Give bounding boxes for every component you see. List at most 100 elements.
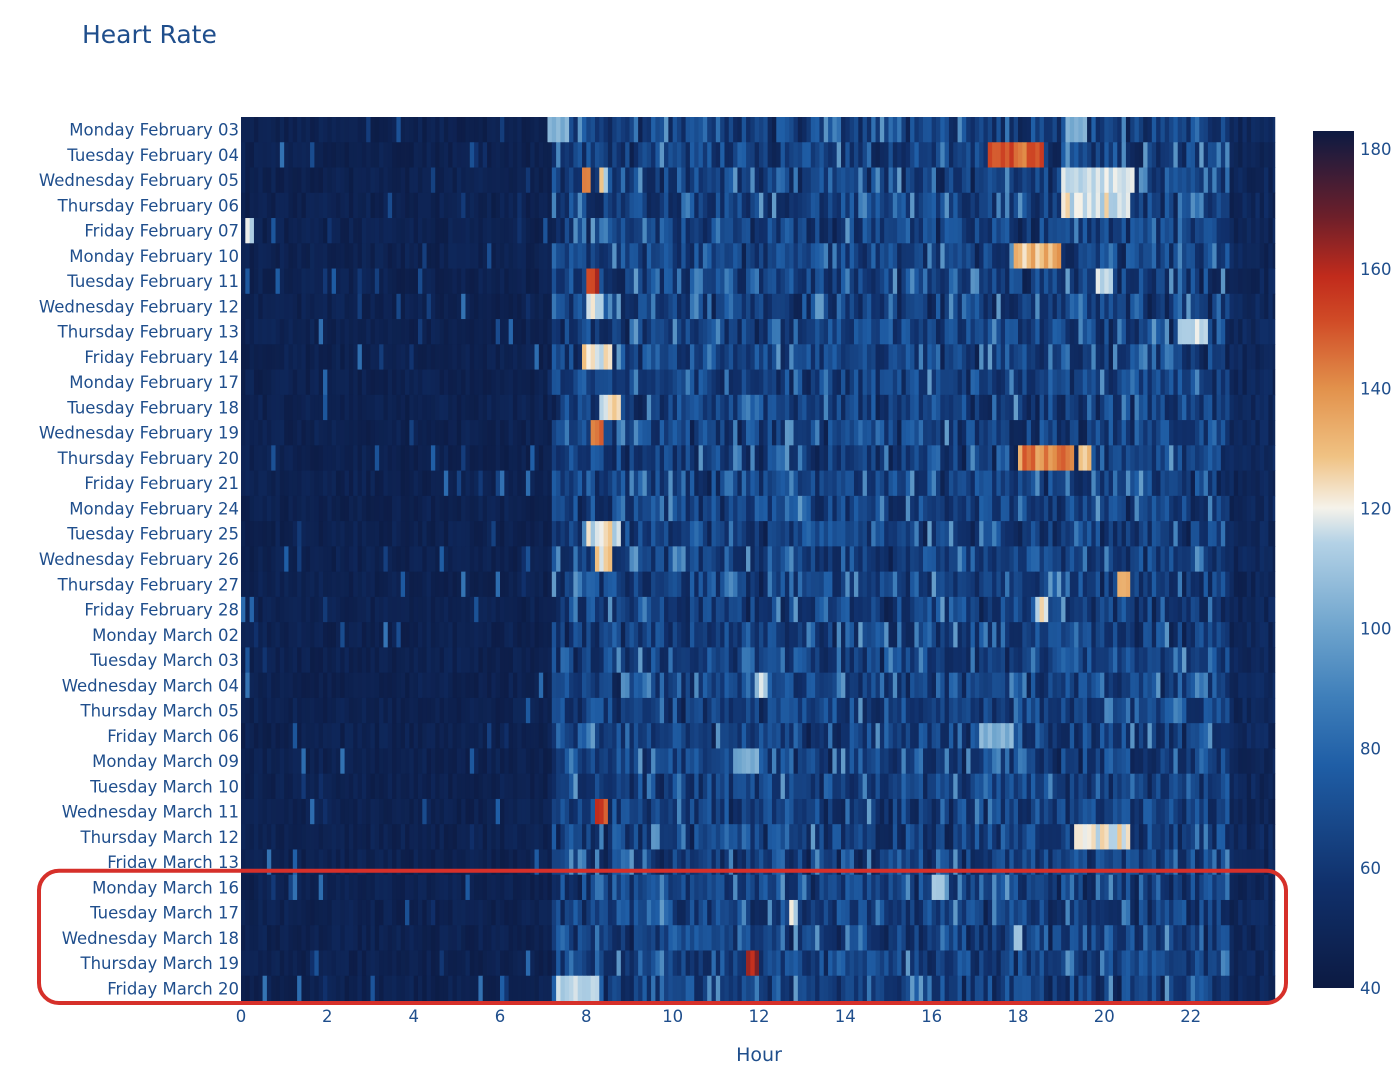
- heatmap-cell: [400, 293, 406, 320]
- heatmap-cell: [633, 243, 639, 269]
- heatmap-cell: [534, 268, 540, 295]
- heatmap-cell: [750, 218, 756, 244]
- heatmap-cell: [461, 546, 466, 573]
- heatmap-cell: [759, 470, 764, 497]
- heatmap-cell: [1043, 369, 1049, 396]
- heatmap-cell: [927, 192, 933, 219]
- heatmap-cell: [1199, 142, 1205, 168]
- heatmap-cell: [1169, 394, 1174, 421]
- heatmap-cell: [1100, 420, 1105, 446]
- heatmap-cell: [707, 495, 712, 522]
- heatmap-cell: [357, 420, 363, 446]
- heatmap-cell: [616, 243, 622, 269]
- heatmap-cell: [1203, 495, 1209, 522]
- heatmap-cell: [655, 470, 661, 497]
- heatmap-cell: [806, 571, 812, 598]
- heatmap-cell: [974, 344, 980, 370]
- heatmap-cell: [633, 344, 639, 370]
- heatmap-cell: [577, 268, 583, 295]
- heatmap-cell: [1177, 420, 1183, 446]
- heatmap-cell: [664, 445, 669, 471]
- heatmap-cell: [1268, 293, 1274, 320]
- heatmap-cell: [767, 470, 773, 497]
- heatmap-cell: [961, 218, 967, 244]
- heatmap-cell: [871, 596, 876, 623]
- heatmap-cell: [1246, 243, 1252, 269]
- heatmap-cell: [288, 546, 294, 573]
- heatmap-cell: [318, 218, 324, 244]
- heatmap-cell: [582, 344, 587, 370]
- heatmap-cell: [763, 445, 769, 471]
- heatmap-cell: [452, 117, 458, 143]
- heatmap-cell: [439, 596, 445, 623]
- heatmap-cell: [1065, 268, 1071, 295]
- heatmap-cell: [1043, 243, 1049, 269]
- heatmap-cell: [1259, 293, 1265, 320]
- heatmap-cell: [910, 319, 915, 345]
- heatmap-cell: [301, 117, 307, 143]
- heatmap-cell: [1272, 420, 1276, 446]
- heatmap-cell: [344, 293, 350, 320]
- heatmap-cell: [439, 369, 445, 396]
- heatmap-cell: [849, 470, 855, 497]
- heatmap-cell: [245, 167, 251, 194]
- heatmap-cell: [301, 546, 307, 573]
- heatmap-cell: [495, 142, 501, 168]
- heatmap-cell: [508, 192, 514, 219]
- heatmap-cell: [884, 218, 889, 244]
- heatmap-cell: [1069, 218, 1075, 244]
- heatmap-cell: [357, 596, 363, 623]
- heatmap-cell: [866, 596, 872, 623]
- heatmap-cell: [612, 521, 617, 547]
- heatmap-cell: [1268, 495, 1274, 522]
- heatmap-cell: [966, 167, 971, 194]
- heatmap-cell: [802, 293, 807, 320]
- heatmap-cell: [1177, 192, 1183, 219]
- heatmap-cell: [525, 470, 531, 497]
- heatmap-cell: [728, 495, 734, 522]
- heatmap-cell: [1026, 445, 1032, 471]
- heatmap-cell: [474, 218, 479, 244]
- heatmap-cell: [866, 521, 872, 547]
- heatmap-cell: [931, 167, 937, 194]
- heatmap-cell: [1169, 243, 1174, 269]
- heatmap-cell: [1039, 142, 1045, 168]
- heatmap-cell: [676, 369, 682, 396]
- heatmap-cell: [771, 546, 777, 573]
- heatmap-cell: [685, 344, 691, 370]
- heatmap-cell: [638, 521, 643, 547]
- heatmap-cell: [763, 167, 769, 194]
- heatmap-cell: [1095, 167, 1101, 194]
- heatmap-cell: [392, 167, 397, 194]
- heatmap-cell: [241, 142, 246, 168]
- heatmap-cell: [759, 596, 764, 623]
- heatmap-cell: [379, 394, 384, 421]
- heatmap-cell: [456, 142, 462, 168]
- heatmap-cell: [784, 495, 790, 522]
- heatmap-cell: [607, 622, 613, 648]
- heatmap-cell: [387, 218, 393, 244]
- heatmap-cell: [1134, 218, 1140, 244]
- heatmap-cell: [681, 445, 687, 471]
- heatmap-cell: [1091, 470, 1097, 497]
- heatmap-cell: [689, 571, 695, 598]
- heatmap-cell: [344, 117, 350, 143]
- heatmap-cell: [879, 445, 885, 471]
- heatmap-cell: [633, 117, 639, 143]
- heatmap-cell: [1130, 470, 1135, 497]
- heatmap-cell: [1169, 319, 1174, 345]
- heatmap-cell: [335, 445, 341, 471]
- heatmap-cell: [685, 470, 691, 497]
- heatmap-cell: [487, 394, 492, 421]
- heatmap-cell: [353, 192, 358, 219]
- heatmap-cell: [905, 369, 911, 396]
- heatmap-cell: [1147, 268, 1153, 295]
- heatmap-cell: [1018, 571, 1023, 598]
- heatmap-cell: [1039, 596, 1045, 623]
- heatmap-cell: [914, 445, 920, 471]
- heatmap-cell: [702, 243, 708, 269]
- heatmap-cell: [266, 167, 272, 194]
- heatmap-cell: [1048, 470, 1053, 497]
- heatmap-cell: [258, 319, 263, 345]
- heatmap-cell: [573, 369, 579, 396]
